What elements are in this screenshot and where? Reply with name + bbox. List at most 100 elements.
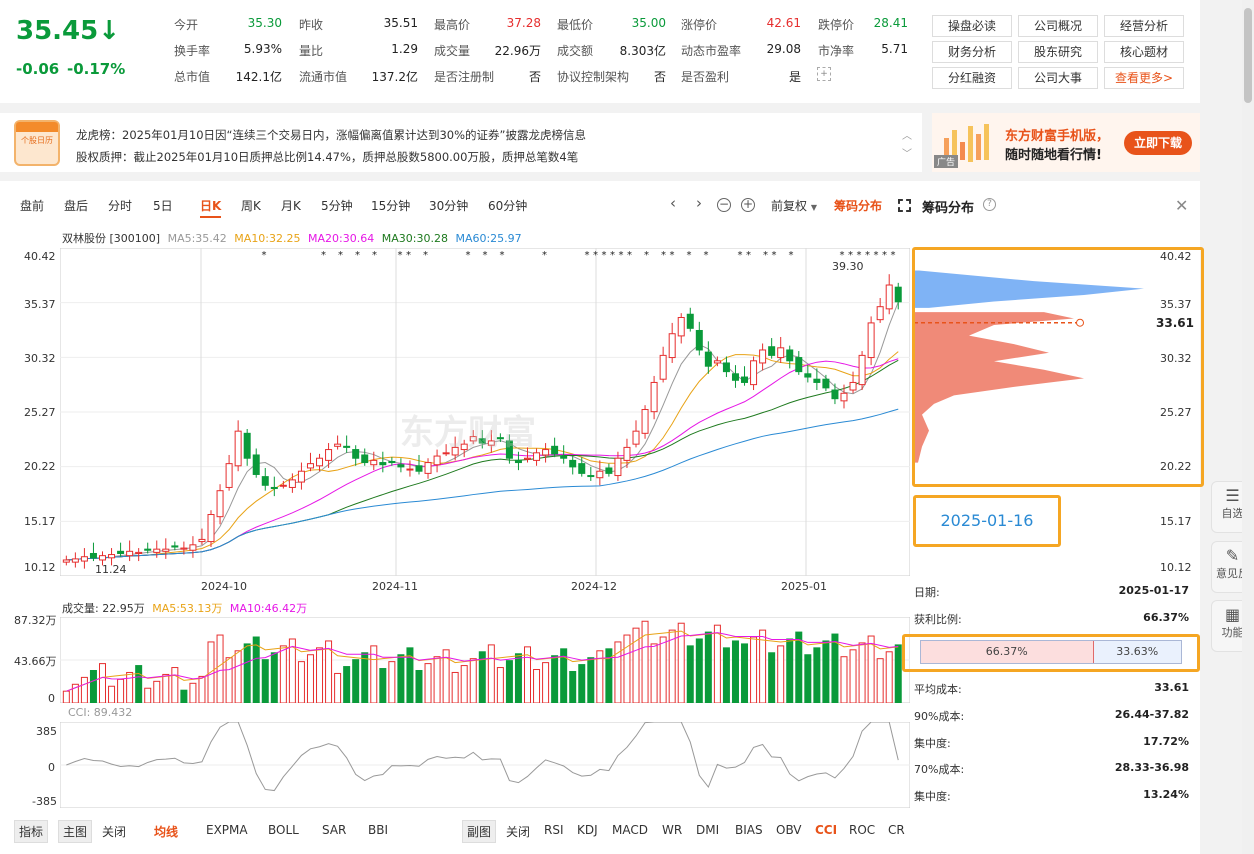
stock-name: 双林股份 [300100] [62,232,161,245]
sub-indicator-7[interactable]: OBV [776,823,802,837]
price-tick-right: 15.17 [1160,515,1192,528]
notice-line-2[interactable]: 股权质押：截止2025年01月10日质押总比例14.47%，质押总股数5800.… [76,150,579,164]
sub-indicator-1[interactable]: RSI [544,823,564,837]
scroll-up-icon[interactable]: ︿ [902,131,912,142]
fullscreen-icon[interactable] [898,199,911,212]
sub-indicator-10[interactable]: CR [888,823,905,837]
main-indicator-1[interactable]: 均线 [154,825,179,839]
tab-2[interactable]: 分时 [108,199,133,213]
sub-indicator-9[interactable]: ROC [849,823,876,837]
date-tick: 2024-10 [201,580,247,593]
low-annotation: 11.24 [95,563,127,576]
main-indicator-4[interactable]: SAR [322,823,347,837]
candle [71,552,79,568]
main-indicator-0[interactable]: 关闭 [102,825,127,839]
main-chart-button[interactable]: 主图 [58,820,93,843]
price-tick-left: 30.32 [24,352,56,365]
volume-bar [840,656,848,703]
candlestick-chart[interactable]: * * * * * * * * * * * * * * * * * * * * * * * * * * * * * * * * * * * [60,248,910,576]
sub-indicator-2[interactable]: KDJ [577,823,598,837]
adjust-select[interactable]: 前复权 ▼ [771,197,817,214]
profit-ratio-bar: 66.37% 33.63% [920,640,1182,664]
app-ad-banner[interactable]: 广告 东方财富手机版， 随时随地看行情! 立即下载 [932,113,1200,172]
company-link-0[interactable]: 操盘必读 [932,15,1012,37]
candle [623,438,631,468]
volume-bar [108,685,116,703]
sub-indicator-6[interactable]: BIAS [735,823,763,837]
expand-icon[interactable]: + [817,67,831,81]
tab-4[interactable]: 日K [200,197,222,218]
candle [496,433,504,442]
volume-bar [234,650,242,703]
next-icon[interactable]: › [696,194,702,212]
indicator-button[interactable]: 指标 [14,820,49,843]
tab-7[interactable]: 5分钟 [321,199,353,213]
tab-0[interactable]: 盘前 [20,199,45,213]
company-link-2[interactable]: 经营分析 [1104,15,1184,37]
calendar-icon-text: 个股日历 [21,136,53,145]
company-link-7[interactable]: 公司大事 [1018,67,1098,89]
watchlist-label: 自选 [1221,507,1244,520]
sub-indicator-3[interactable]: MACD [612,823,648,837]
sub-chart-button[interactable]: 副图 [462,820,497,843]
volume-bar [99,663,106,703]
sub-indicator-0[interactable]: 关闭 [506,825,531,839]
zoom-in-icon[interactable]: + [741,197,755,212]
volume-bar [731,640,739,703]
scrollbar-thumb[interactable] [1244,8,1252,103]
cost90-label: 90%成本: [914,710,965,723]
sub-indicator-4[interactable]: WR [662,823,683,837]
signal-marker: * [500,250,505,261]
caret-down-icon: ▼ [810,203,817,212]
download-button[interactable]: 立即下载 [1124,131,1192,155]
volume-bar [487,644,495,703]
sub-indicator-5[interactable]: DMI [696,823,720,837]
quote-field-label: 跌停价 [818,18,855,32]
tab-9[interactable]: 30分钟 [429,199,469,213]
main-indicator-2[interactable]: EXPMA [206,823,248,837]
quote-field-value: 35.51 [383,16,418,30]
tab-5[interactable]: 周K [241,199,261,213]
candle [524,447,531,463]
volume-bar [288,638,296,703]
signal-marker: * [848,250,853,261]
candle [361,448,369,466]
sub-indicator-8[interactable]: CCI [815,823,838,837]
tab-8[interactable]: 15分钟 [371,199,411,213]
price-change: -0.06 [16,60,60,78]
tab-10[interactable]: 60分钟 [488,199,528,213]
company-link-3[interactable]: 财务分析 [932,41,1012,63]
prev-icon[interactable]: ‹ [670,194,676,212]
volume-value: 成交量: 22.95万 [62,602,145,615]
tab-3[interactable]: 5日 [153,199,173,213]
quote-field-value: 42.61 [766,16,801,30]
candle [460,439,468,458]
date-tick: 2024-11 [372,580,418,593]
company-link-8[interactable]: 查看更多> [1104,67,1184,89]
candle [117,542,125,557]
chart-logo-icon [944,124,989,162]
company-link-5[interactable]: 核心题材 [1104,41,1184,63]
main-indicator-3[interactable]: BOLL [268,823,299,837]
company-link-4[interactable]: 股东研究 [1018,41,1098,63]
main-indicator-5[interactable]: BBI [368,823,389,837]
company-link-1[interactable]: 公司概况 [1018,15,1098,37]
notice-line-1[interactable]: 龙虎榜：2025年01月10日因“连续三个交易日内，涨幅偏离值累计达到30%的证… [76,128,587,142]
zoom-out-icon[interactable]: − [717,197,731,212]
close-icon[interactable]: ✕ [1175,196,1189,215]
candle [144,542,152,554]
volume-bar [270,652,278,703]
scroll-down-icon[interactable]: ﹀ [902,149,912,160]
chip-distribution-link[interactable]: 筹码分布 [834,199,883,213]
calendar-icon: 个股日历 [14,120,60,166]
page-scrollbar[interactable] [1242,0,1254,854]
help-icon[interactable]: ? [983,198,996,211]
tab-6[interactable]: 月K [281,199,301,213]
quote-field-value: 5.71 [881,42,908,56]
tab-1[interactable]: 盘后 [64,199,89,213]
candle [397,458,405,473]
candle [560,445,568,464]
company-link-6[interactable]: 分红融资 [932,67,1012,89]
signal-marker: * [772,250,777,261]
volume-bar [361,652,369,703]
